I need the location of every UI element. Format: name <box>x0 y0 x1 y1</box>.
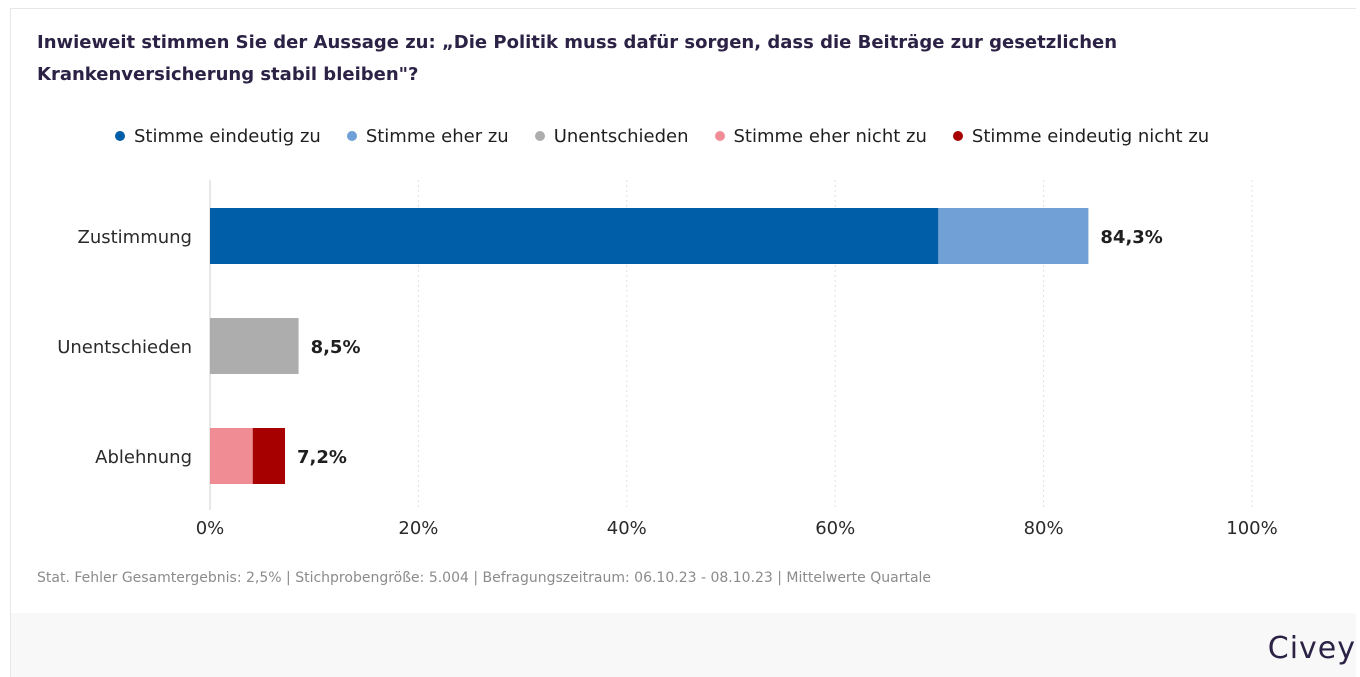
data-label: 7,2% <box>297 447 347 468</box>
legend-item: Unentschieden <box>534 125 689 147</box>
category-label: Unentschieden <box>57 337 192 358</box>
legend-label: Stimme eindeutig zu <box>134 125 321 147</box>
bar-segment <box>210 318 299 374</box>
brand-logo: Civey <box>1267 631 1356 666</box>
legend-item: Stimme eher nicht zu <box>714 125 927 147</box>
x-tick-label: 80% <box>1024 518 1064 539</box>
legend-label: Stimme eindeutig nicht zu <box>971 125 1210 147</box>
chart-title: Inwieweit stimmen Sie der Aussage zu: „D… <box>37 32 1118 85</box>
legend-item: Stimme eindeutig zu <box>115 126 321 147</box>
footer-bar: Civey <box>11 613 1356 677</box>
bar-segment <box>252 428 286 484</box>
footnote: Stat. Fehler Gesamtergebnis: 2,5% | Stic… <box>37 570 932 586</box>
legend-label: Stimme eher nicht zu <box>733 125 927 147</box>
legend-dot-icon <box>952 131 963 141</box>
legend-item: Stimme eindeutig nicht zu <box>952 125 1210 147</box>
data-label: 84,3% <box>1100 227 1162 248</box>
legend-dot-icon <box>115 131 125 141</box>
x-tick-label: 0% <box>196 518 225 539</box>
legend-item: Stimme eher zu <box>346 125 509 147</box>
legend-label: Unentschieden <box>553 125 689 147</box>
x-tick-label: 60% <box>815 518 855 539</box>
category-label: Zustimmung <box>78 227 193 248</box>
chart-legend: Stimme eindeutig zu Stimme eher zu Unentsc… <box>115 123 1235 149</box>
category-label: Ablehnung <box>95 447 192 468</box>
bar-segment <box>210 208 939 264</box>
x-tick-label: 40% <box>607 518 647 539</box>
legend-dot-icon <box>346 131 357 141</box>
bar-segment <box>210 428 253 484</box>
legend-label: Stimme eher zu <box>365 125 509 147</box>
data-label: 8,5% <box>311 337 361 358</box>
legend-dot-icon <box>714 131 725 141</box>
x-tick-label: 100% <box>1226 518 1277 539</box>
bar-segment <box>938 208 1089 264</box>
x-tick-label: 20% <box>398 518 438 539</box>
legend-dot-icon <box>534 131 545 141</box>
